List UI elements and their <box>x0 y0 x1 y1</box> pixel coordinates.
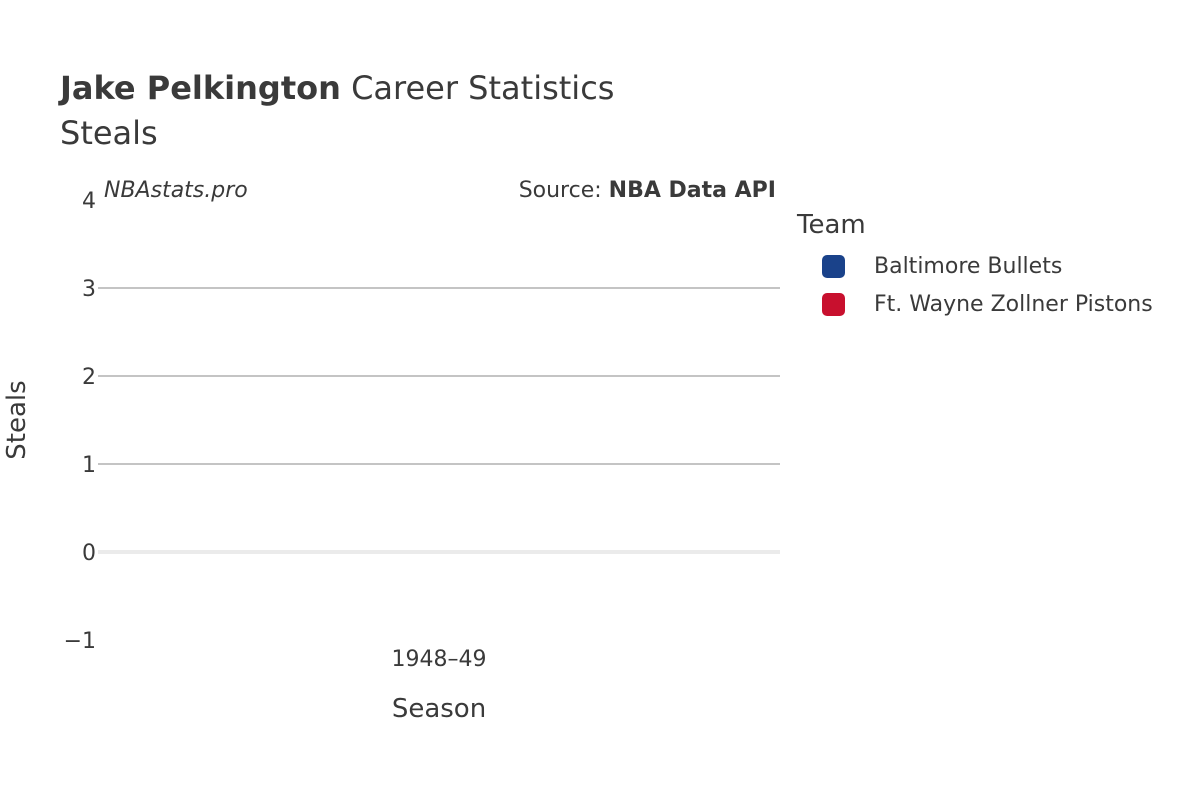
player-name: Jake Pelkington <box>60 69 341 107</box>
y-tick-label: 3 <box>82 277 96 302</box>
legend-swatch <box>822 255 845 278</box>
y-tick-label: 1 <box>82 453 96 478</box>
x-axis-label: Season <box>391 694 487 724</box>
y-tick-label: −1 <box>64 629 96 654</box>
legend-label: Ft. Wayne Zollner Pistons <box>874 292 1153 317</box>
y-axis-label: Steals <box>2 380 32 460</box>
plot-area: −1 0 1 2 3 4 1948–49 <box>64 189 780 672</box>
legend-label: Baltimore Bullets <box>874 254 1063 279</box>
grid-lines <box>98 287 780 554</box>
watermark: NBAstats.pro <box>104 178 248 203</box>
source-credit: Source: NBA Data API <box>519 178 776 203</box>
chart-title: Jake Pelkington Career Statistics <box>60 68 614 108</box>
source-name: NBA Data API <box>608 178 776 203</box>
source-prefix: Source: <box>518 178 609 203</box>
chart-subtitle: Steals <box>60 114 158 152</box>
legend-item-baltimore-bullets[interactable]: Baltimore Bullets <box>822 254 1062 279</box>
y-tick-label: 2 <box>82 365 96 390</box>
legend-swatch <box>822 293 845 316</box>
x-tick-label: 1948–49 <box>392 647 487 672</box>
x-tick-labels: 1948–49 <box>392 647 487 672</box>
y-tick-label: 4 <box>82 189 96 214</box>
y-tick-label: 0 <box>82 541 96 566</box>
legend-title: Team <box>797 210 866 240</box>
title-suffix: Career Statistics <box>351 69 615 107</box>
legend-item-ft-wayne-zollner-pistons[interactable]: Ft. Wayne Zollner Pistons <box>822 292 1153 317</box>
y-tick-labels: −1 0 1 2 3 4 <box>64 189 96 654</box>
